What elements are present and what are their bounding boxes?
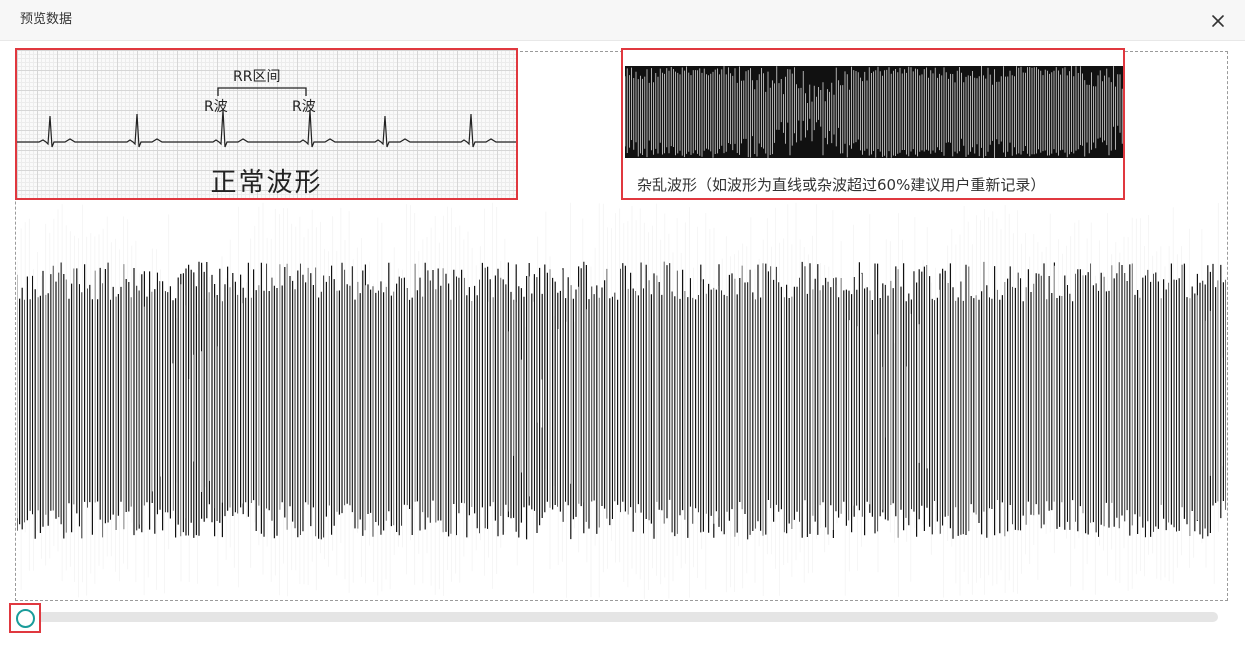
noisy-waveform-svg <box>625 66 1123 158</box>
rr-interval-label: RR区间 <box>233 66 280 86</box>
normal-ecg-trace <box>17 110 516 147</box>
close-icon <box>1209 12 1227 30</box>
r-wave-label-left: R波 <box>204 96 228 116</box>
scrollbar-handle-highlight <box>9 603 41 633</box>
recorded-ecg-waveform <box>17 202 1226 599</box>
waveform-scrollbar[interactable] <box>24 612 1218 622</box>
noisy-waveform-caption: 杂乱波形（如波形为直线或杂波超过60%建议用户重新记录） <box>637 174 1045 195</box>
noisy-waveform-example: 杂乱波形（如波形为直线或杂波超过60%建议用户重新记录） <box>621 48 1125 200</box>
noise-highlight-lines <box>625 66 1122 158</box>
close-button[interactable] <box>1209 12 1227 30</box>
normal-waveform-example: RR区间 R波 R波 正常波形 <box>15 48 518 200</box>
noise-dense-lines <box>17 262 1226 540</box>
scrollbar-handle[interactable] <box>16 609 35 628</box>
rr-bracket <box>218 88 306 96</box>
dialog-header: 预览数据 <box>0 0 1245 41</box>
noisy-waveform-graphic <box>625 66 1123 158</box>
r-wave-label-right: R波 <box>292 96 316 116</box>
recorded-waveform-svg <box>17 202 1226 599</box>
normal-waveform-caption: 正常波形 <box>17 162 516 199</box>
dialog-title: 预览数据 <box>20 12 72 28</box>
